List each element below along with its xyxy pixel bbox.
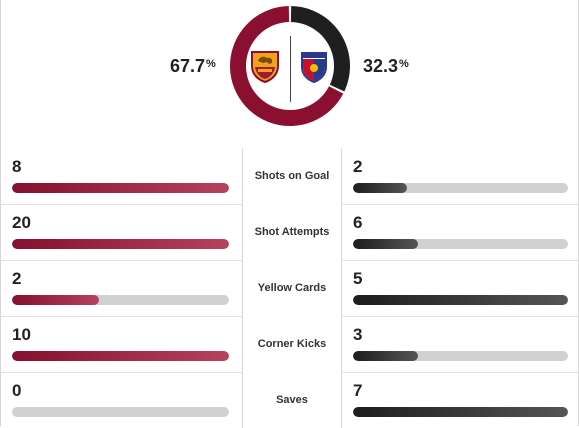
- home-stat-bar-fill: [12, 183, 229, 193]
- possession-donut: [230, 6, 350, 127]
- stat-row: 8 Shots on Goal 2: [0, 148, 579, 204]
- away-stat-bar: [353, 351, 568, 361]
- home-stat-value: 0: [12, 381, 22, 400]
- row-separator: [0, 204, 242, 205]
- away-stat-value: 7: [353, 381, 363, 400]
- home-stat-cell: 0: [12, 372, 230, 428]
- away-stat-bar: [353, 183, 568, 193]
- away-stat-bar-fill: [353, 407, 568, 417]
- row-separator: [0, 372, 242, 373]
- away-stat-bar-fill: [353, 295, 568, 305]
- home-stat-bar-fill: [12, 295, 99, 305]
- home-stat-bar: [12, 351, 229, 361]
- home-stat-value: 2: [12, 269, 22, 288]
- home-stat-bar: [12, 407, 229, 417]
- stat-label: Saves: [242, 372, 342, 428]
- row-separator: [341, 260, 579, 261]
- away-stat-cell: 2: [353, 148, 569, 204]
- away-stat-cell: 3: [353, 316, 569, 372]
- away-stat-bar: [353, 407, 568, 417]
- home-possession-percent: 67.7%: [170, 56, 216, 76]
- home-stat-value: 20: [12, 213, 31, 232]
- home-stat-bar: [12, 295, 229, 305]
- home-stat-bar-fill: [12, 351, 229, 361]
- stat-row: 0 Saves 7: [0, 372, 579, 428]
- away-stat-value: 6: [353, 213, 363, 232]
- away-stat-bar: [353, 295, 568, 305]
- away-stat-bar-fill: [353, 239, 418, 249]
- home-stat-bar: [12, 239, 229, 249]
- away-stat-value: 5: [353, 269, 363, 288]
- stat-row: 2 Yellow Cards 5: [0, 260, 579, 316]
- away-stat-bar-fill: [353, 183, 407, 193]
- away-stat-value: 3: [353, 325, 363, 344]
- away-stat-cell: 6: [353, 204, 569, 260]
- away-possession-arc: [290, 6, 350, 92]
- stat-label: Yellow Cards: [242, 260, 342, 316]
- stat-row: 10 Corner Kicks 3: [0, 316, 579, 372]
- possession-section: 67.7% 32.3%: [0, 0, 579, 140]
- home-stat-bar-fill: [12, 239, 229, 249]
- as-roma-crest-icon: [251, 51, 279, 83]
- possession-divider: [290, 36, 291, 102]
- home-stat-cell: 20: [12, 204, 230, 260]
- home-stat-bar: [12, 183, 229, 193]
- home-stat-cell: 2: [12, 260, 230, 316]
- home-stat-cell: 8: [12, 148, 230, 204]
- row-separator: [341, 316, 579, 317]
- away-stat-value: 2: [353, 157, 363, 176]
- home-stat-value: 8: [12, 157, 22, 176]
- away-stat-bar-fill: [353, 351, 418, 361]
- stat-label: Shot Attempts: [242, 204, 342, 260]
- row-separator: [341, 372, 579, 373]
- stat-label: Corner Kicks: [242, 316, 342, 372]
- home-stat-value: 10: [12, 325, 31, 344]
- row-separator: [0, 260, 242, 261]
- stat-label: Shots on Goal: [242, 148, 342, 204]
- away-stat-cell: 7: [353, 372, 569, 428]
- left-border: [0, 0, 1, 426]
- home-stat-cell: 10: [12, 316, 230, 372]
- away-stat-bar: [353, 239, 568, 249]
- row-separator: [0, 316, 242, 317]
- away-stat-cell: 5: [353, 260, 569, 316]
- stat-row: 20 Shot Attempts 6: [0, 204, 579, 260]
- away-possession-percent: 32.3%: [363, 56, 409, 76]
- row-separator: [341, 204, 579, 205]
- viktoria-plzen-crest-icon: [301, 52, 327, 83]
